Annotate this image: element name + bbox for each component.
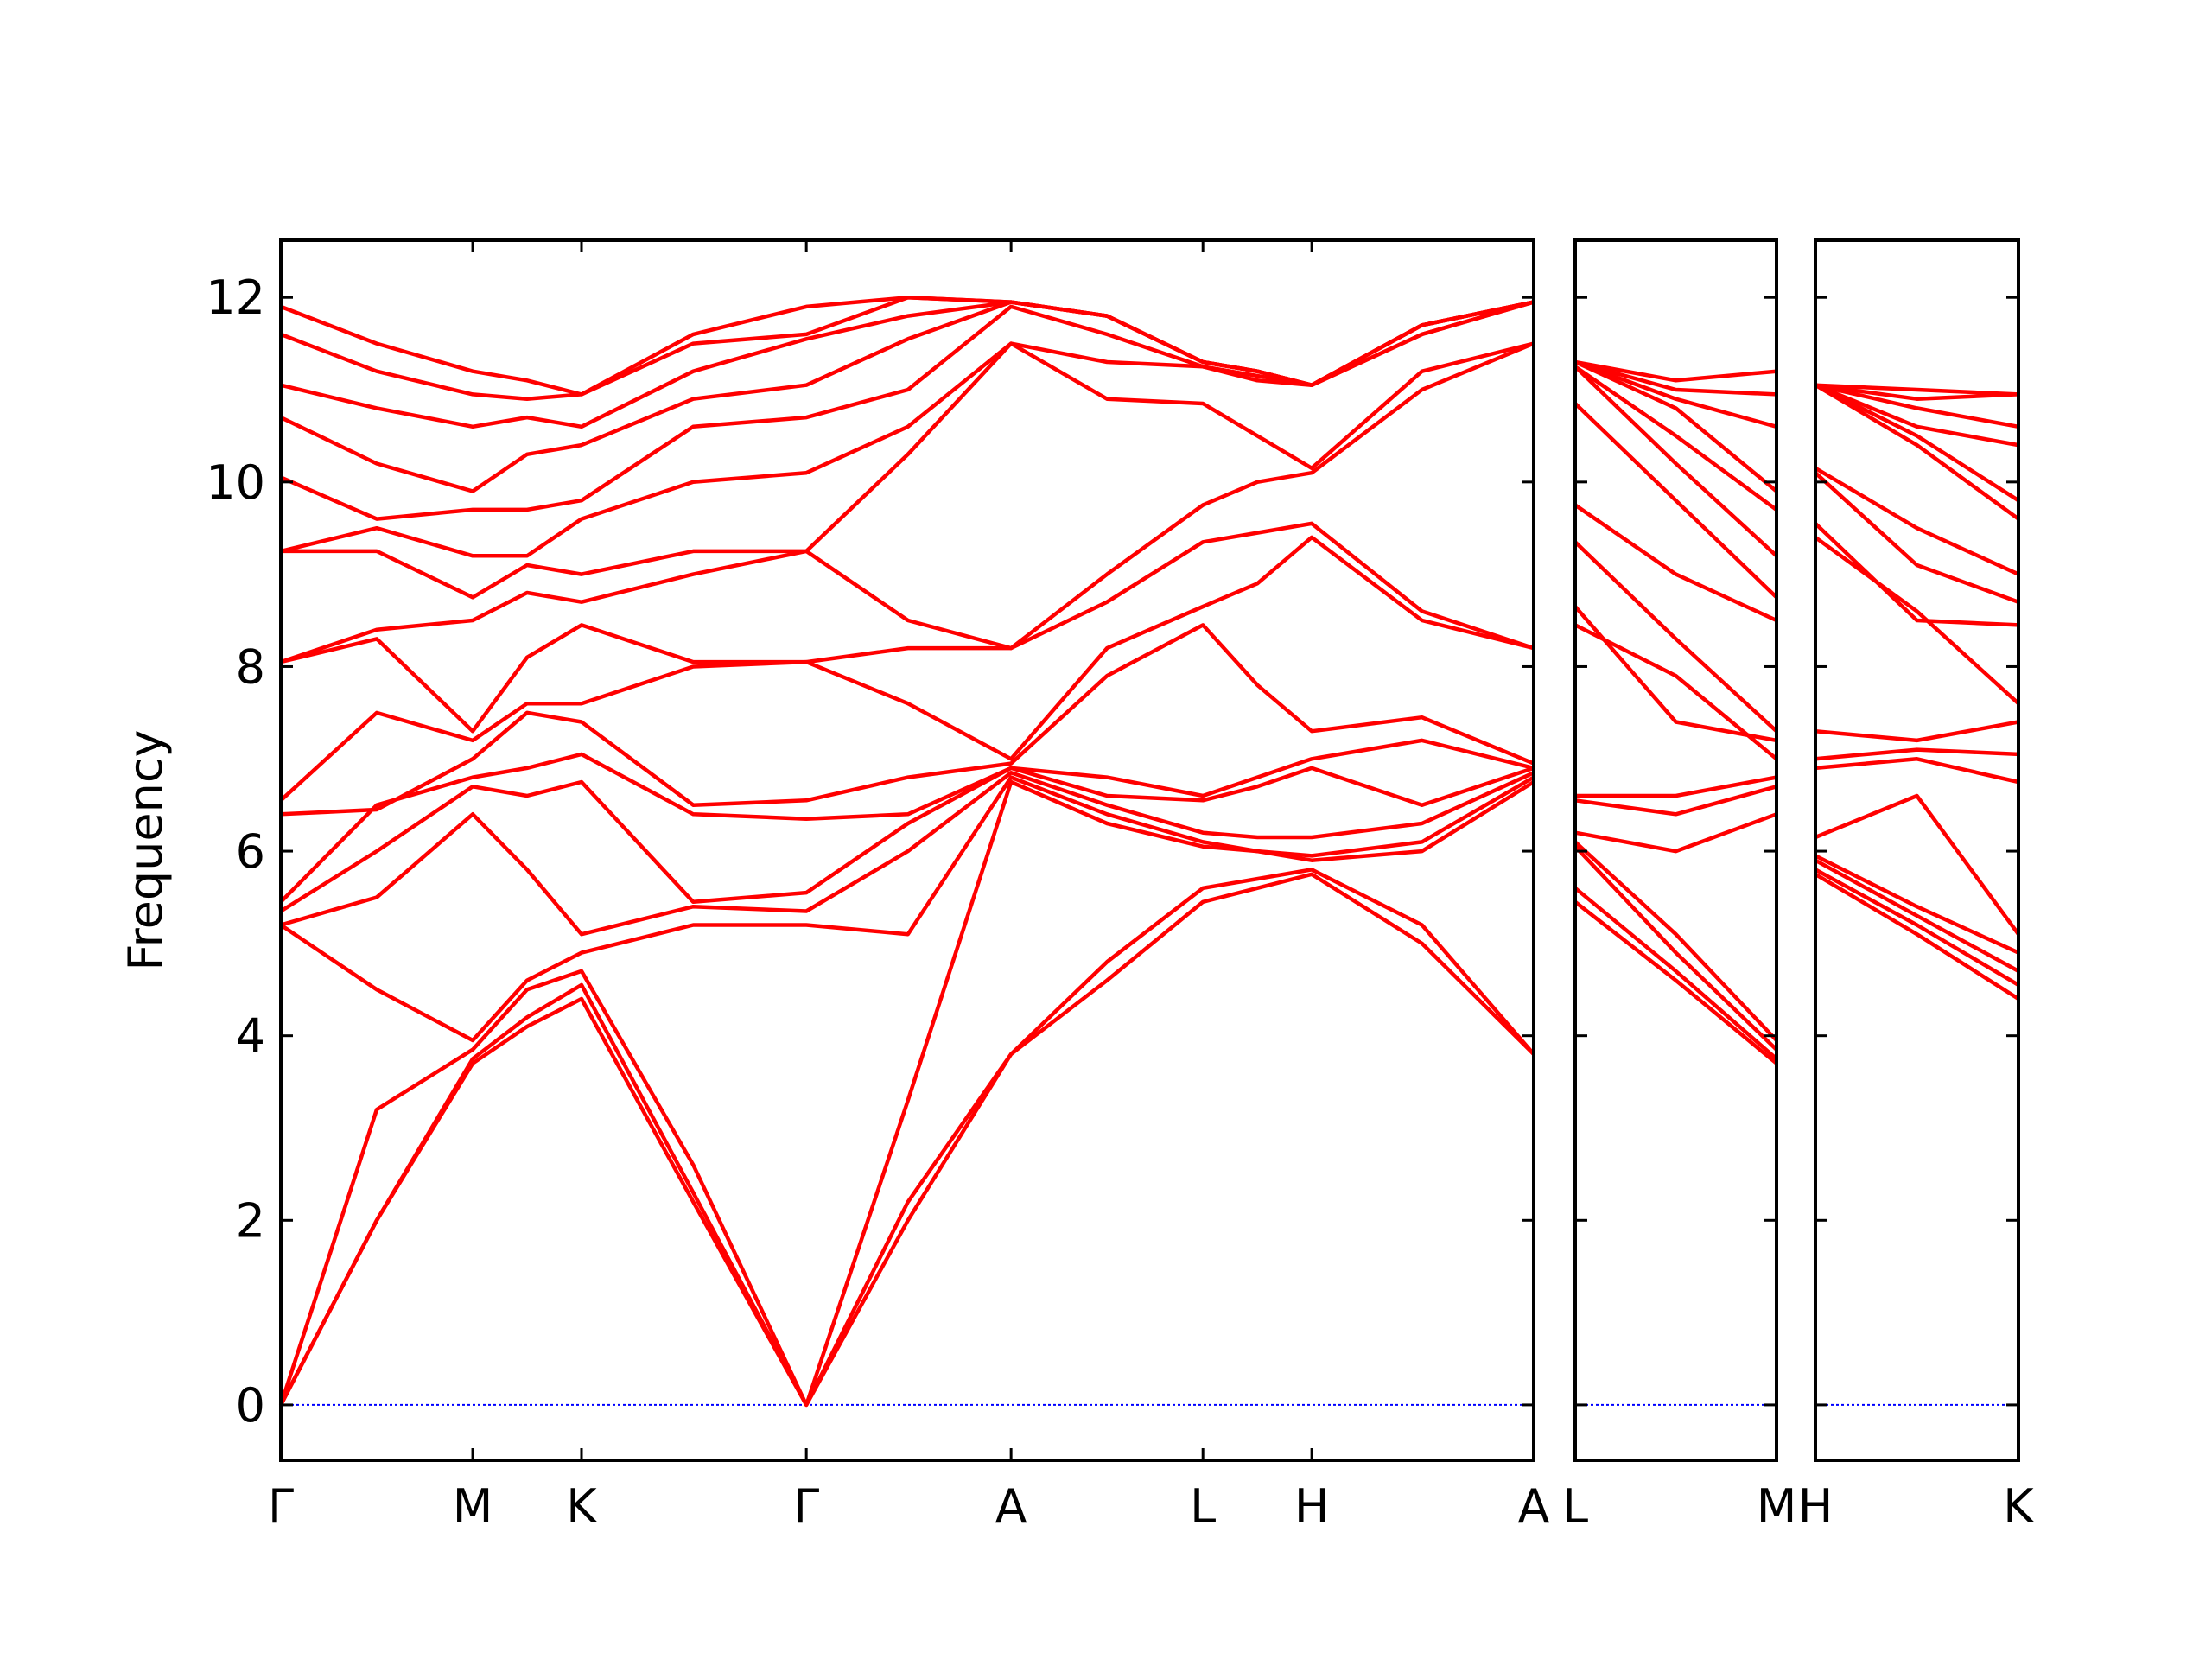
band-line bbox=[1574, 359, 1778, 493]
x-tick-label: Γ bbox=[793, 1479, 819, 1534]
band-line bbox=[1573, 540, 1778, 733]
band-line bbox=[1574, 812, 1777, 854]
band-line bbox=[1573, 845, 1778, 1052]
y-tick-label: 0 bbox=[236, 1378, 265, 1433]
band-line bbox=[1573, 900, 1778, 1065]
band-line bbox=[279, 535, 1535, 802]
band-line bbox=[1815, 720, 2019, 743]
band-line bbox=[1814, 872, 2020, 1001]
y-tick-label: 6 bbox=[236, 824, 265, 879]
band-line bbox=[280, 300, 1535, 429]
x-tick-label: A bbox=[995, 1479, 1027, 1534]
x-tick-label: L bbox=[1562, 1479, 1588, 1534]
x-tick-label: K bbox=[566, 1479, 598, 1534]
x-tick-label: H bbox=[1798, 1479, 1834, 1534]
band-line bbox=[1574, 359, 1777, 429]
band-line bbox=[1574, 359, 1777, 397]
band-line bbox=[1574, 785, 1777, 817]
x-tick-label: Γ bbox=[268, 1479, 294, 1534]
band-line bbox=[280, 623, 1535, 817]
band-line bbox=[1815, 747, 2019, 761]
y-axis-label: Frequency bbox=[118, 730, 173, 971]
band-line bbox=[1574, 359, 1777, 383]
band-line bbox=[1814, 854, 2019, 955]
band-line bbox=[1815, 793, 2020, 936]
band-line bbox=[1814, 522, 2019, 627]
band-line bbox=[281, 341, 1535, 600]
band-line bbox=[1814, 536, 2020, 705]
band-line bbox=[1814, 383, 2020, 503]
band-line bbox=[1814, 466, 2019, 576]
x-tick-label: A bbox=[1518, 1479, 1550, 1534]
band-line bbox=[280, 771, 1535, 937]
band-line bbox=[1814, 471, 2019, 604]
x-tick-label: L bbox=[1190, 1479, 1216, 1534]
x-tick-label: M bbox=[453, 1479, 493, 1534]
band-line bbox=[1573, 365, 1778, 512]
band-line bbox=[279, 775, 1535, 1043]
band-line bbox=[1573, 503, 1777, 623]
band-line bbox=[1814, 858, 2020, 973]
band-line bbox=[279, 872, 1535, 1408]
plot-frame bbox=[1814, 238, 2020, 1462]
band-line bbox=[1573, 605, 1777, 743]
band-line bbox=[1814, 868, 2020, 987]
band-line bbox=[1573, 623, 1778, 761]
plot-frame bbox=[1573, 238, 1778, 1462]
x-tick-label: H bbox=[1294, 1479, 1330, 1534]
band-line bbox=[280, 295, 1535, 397]
band-line bbox=[280, 295, 1535, 401]
band-line bbox=[280, 300, 1535, 521]
x-tick-label: K bbox=[2003, 1479, 2035, 1534]
band-line bbox=[280, 521, 1535, 734]
band-line bbox=[1815, 383, 2019, 397]
y-tick-label: 8 bbox=[236, 639, 265, 694]
band-line bbox=[1815, 383, 2019, 401]
band-line bbox=[1573, 402, 1778, 599]
band-line bbox=[1815, 383, 2019, 429]
band-line bbox=[1573, 887, 1778, 1061]
band-line bbox=[279, 868, 1535, 1408]
band-line bbox=[279, 766, 1535, 913]
band-line bbox=[1573, 365, 1778, 557]
band-line bbox=[1815, 383, 2019, 448]
y-tick-label: 4 bbox=[236, 1009, 265, 1064]
band-line bbox=[280, 300, 1535, 493]
band-line bbox=[1815, 757, 2019, 785]
plot-frame bbox=[279, 238, 1535, 1462]
band-line bbox=[280, 341, 1535, 664]
y-tick-label: 12 bbox=[206, 270, 265, 325]
band-line bbox=[278, 779, 1535, 1408]
band-line bbox=[279, 738, 1535, 904]
y-tick-label: 2 bbox=[236, 1193, 265, 1248]
band-line bbox=[1573, 840, 1778, 1042]
band-line bbox=[1575, 775, 1777, 798]
band-line bbox=[1814, 383, 2020, 521]
x-tick-label: M bbox=[1757, 1479, 1797, 1534]
y-tick-label: 10 bbox=[206, 455, 265, 510]
